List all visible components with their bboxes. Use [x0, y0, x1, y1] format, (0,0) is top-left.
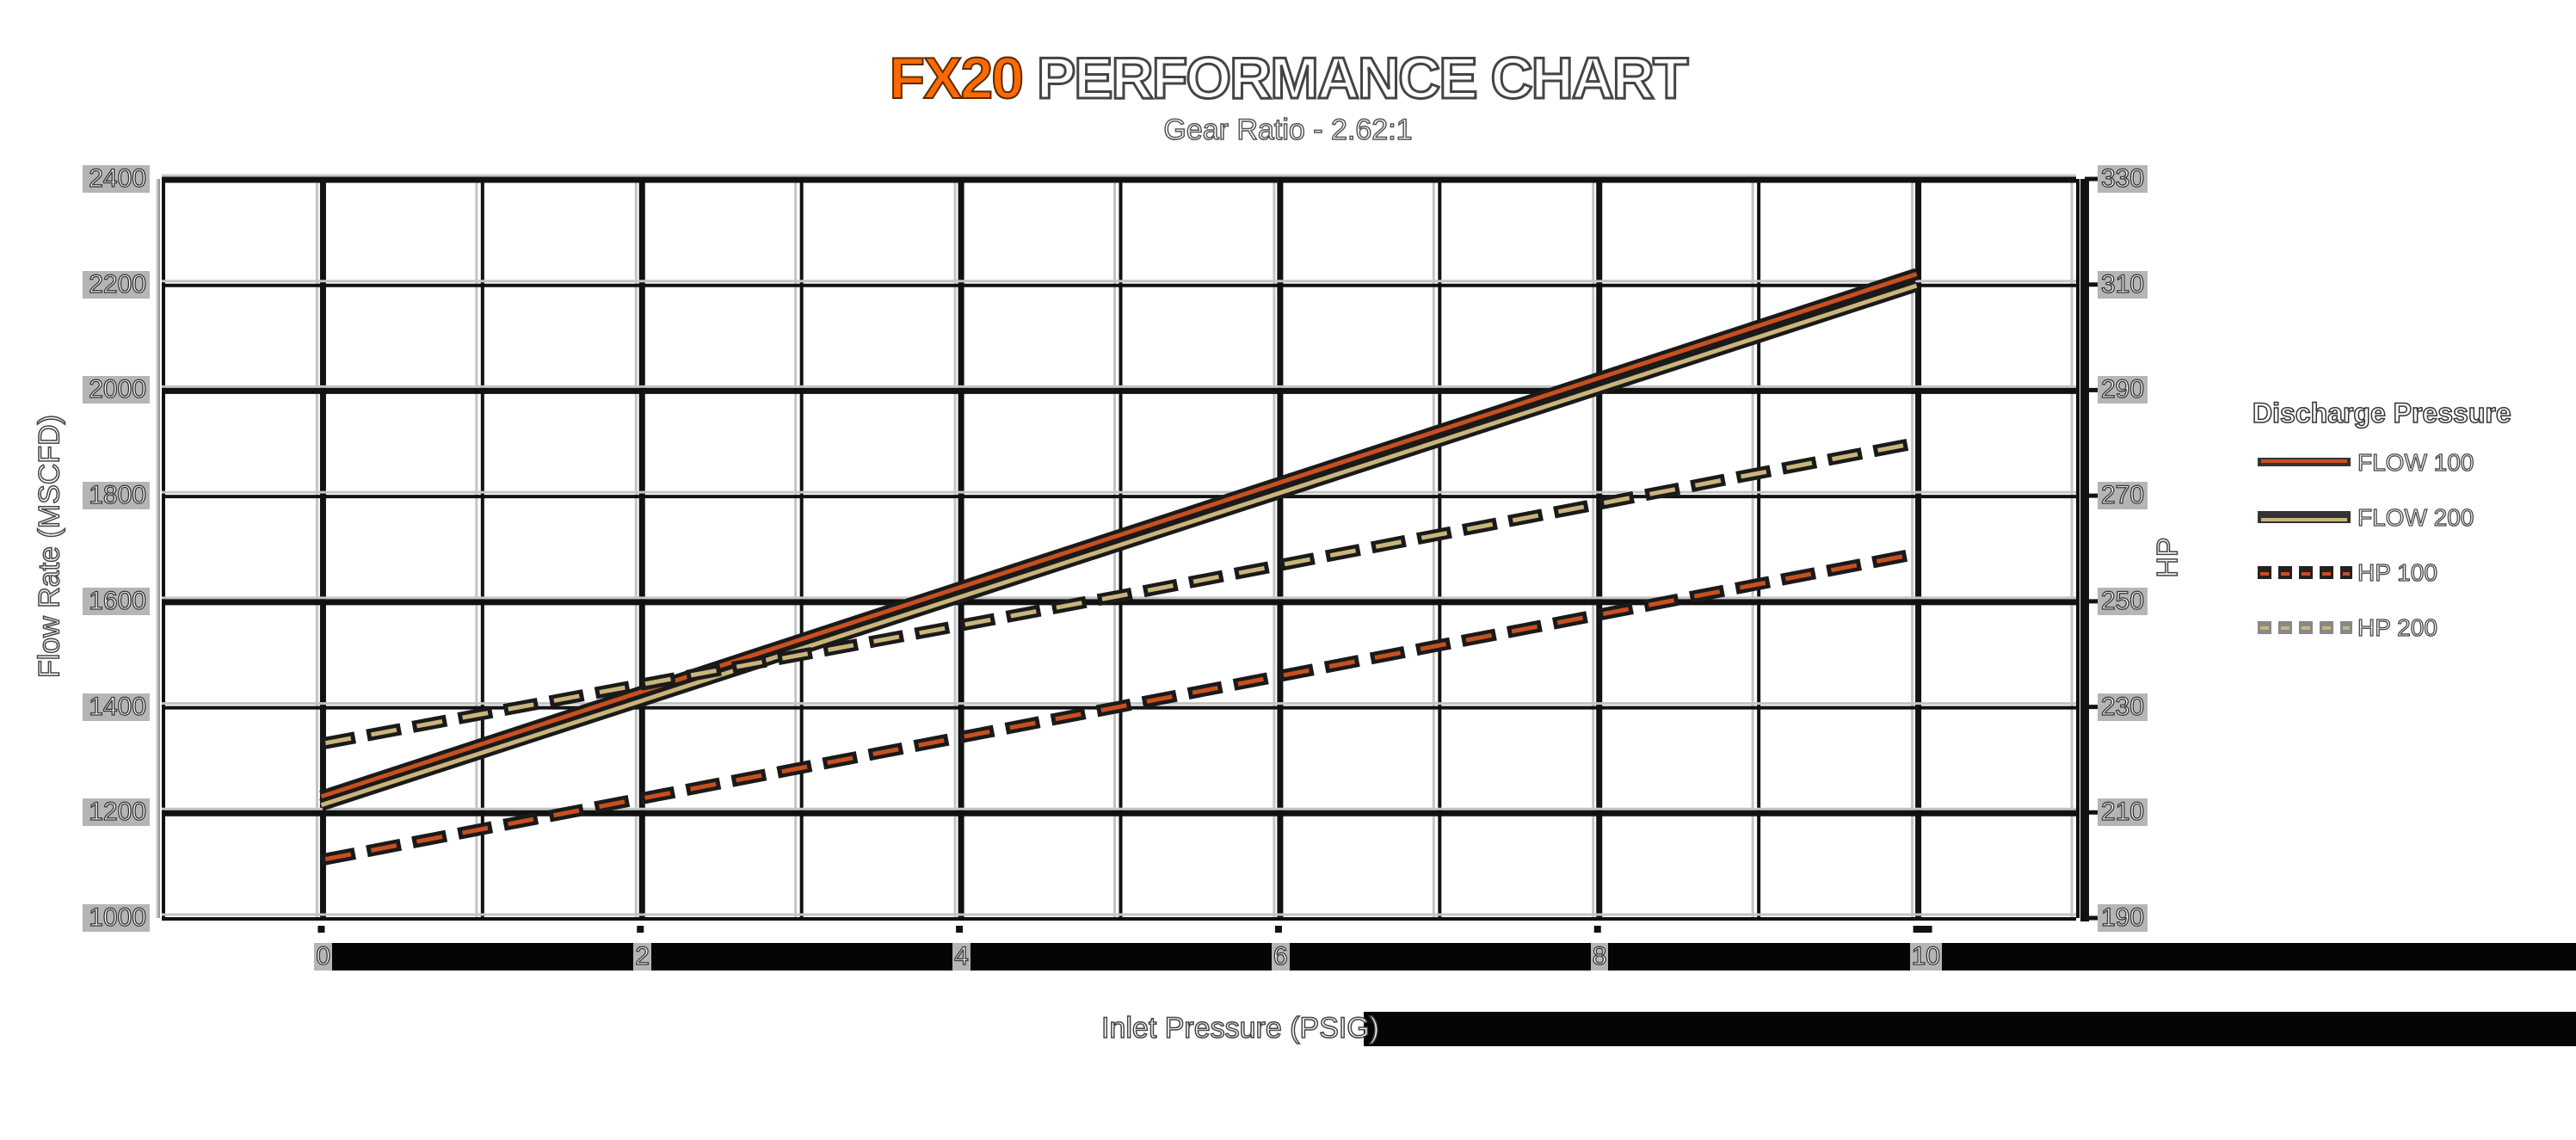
legend-item-hp100: HP 100 [2258, 558, 2438, 587]
y-left-tick-label: 1000 [83, 903, 150, 932]
y-left-tick-label: 1800 [83, 481, 150, 509]
series [319, 268, 1919, 866]
y-left-tick-label: 2200 [83, 270, 150, 299]
chart-subtitle: Gear Ratio - 2.62:1 [1163, 113, 1414, 147]
legend-item-hp200: HP 200 [2258, 613, 2438, 642]
title-brand: FX20 [889, 45, 1026, 112]
y-left-tick-label: 1400 [83, 692, 150, 721]
series-flow-100 [319, 268, 1919, 803]
y-left-tick-label: 2000 [83, 375, 150, 404]
dashed-line-icon [2258, 621, 2352, 634]
x-tick-label: 6 [1271, 942, 1290, 971]
series-flow-200 [319, 280, 1919, 811]
x-axis-title: Inlet Pressure (PSIG) [1100, 1011, 1380, 1045]
x-tick-label: 0 [314, 942, 333, 971]
legend-label: HP 200 [2357, 613, 2437, 641]
chart-title: FX20 PERFORMANCE CHART [0, 45, 2576, 113]
y-right-tick-label: 210 [2098, 798, 2148, 826]
x-tick-label: 4 [952, 942, 971, 971]
y-left-tick-label: 1200 [83, 798, 150, 826]
y-right-tick-label: 250 [2098, 587, 2148, 615]
legend-title: Discharge Pressure [2252, 397, 2511, 429]
y-right-tick-label: 190 [2098, 903, 2148, 932]
legend-item-flow100: FLOW 100 [2258, 448, 2474, 477]
legend-label: FLOW 100 [2357, 448, 2474, 476]
y-right-tick-label: 330 [2098, 164, 2148, 193]
series-hp-100 [320, 547, 1918, 866]
solid-line-icon [2258, 458, 2351, 466]
y-left-tick-label: 2400 [83, 164, 150, 193]
x-tick-label: 2 [633, 942, 651, 971]
y-right-axis-title: HP [2151, 537, 2185, 579]
y-right-tick-label: 290 [2098, 375, 2148, 404]
gridlines [156, 174, 2080, 921]
series-hp-200 [320, 436, 1918, 750]
dashed-line-icon [2258, 566, 2352, 579]
x-tick-label: 10 [1909, 942, 1942, 971]
x-tick-label: 8 [1590, 942, 1609, 971]
y-right-tick-label: 230 [2098, 692, 2148, 721]
solid-line-icon [2258, 511, 2351, 523]
x-title-band [1364, 1012, 2576, 1046]
x-tick-band [331, 943, 2576, 971]
y-right-tick-label: 310 [2098, 270, 2148, 299]
legend-label: FLOW 200 [2357, 503, 2474, 531]
title-text: PERFORMANCE CHART [1035, 45, 1690, 113]
legend-item-flow200: FLOW 200 [2258, 503, 2474, 532]
y-left-axis-title: Flow Rate (MSCFD) [33, 414, 67, 679]
y-left-tick-label: 1600 [83, 587, 150, 615]
y-right-tick-label: 270 [2098, 481, 2148, 509]
legend-label: HP 100 [2357, 558, 2437, 586]
